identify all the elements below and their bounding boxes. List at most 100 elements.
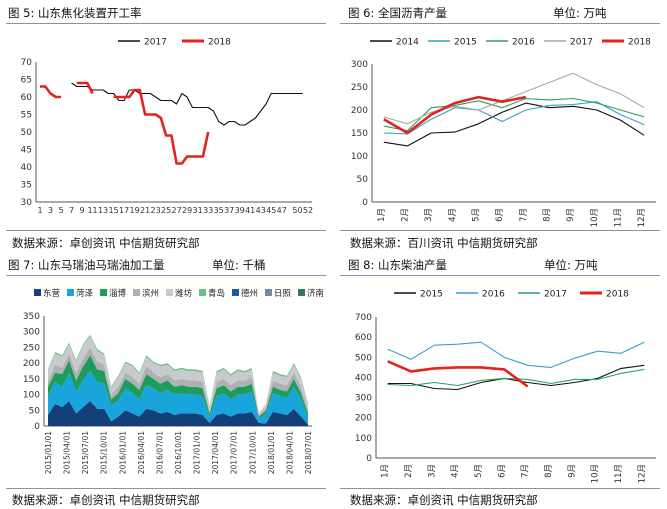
- x-tick-label: 11月: [614, 208, 624, 227]
- x-tick-label: 50: [292, 206, 302, 215]
- x-tick-label: 13: [98, 206, 108, 215]
- y-tick-label: 0: [362, 198, 368, 208]
- legend-swatch: [133, 289, 140, 296]
- legend-swatch: [298, 289, 305, 296]
- x-tick-label: 2017/07/01: [230, 431, 239, 474]
- y-tick-label: 100: [351, 152, 368, 162]
- y-tick-label: 35: [21, 181, 32, 191]
- x-tick-label: 3月: [424, 208, 434, 222]
- y-tick-label: 30: [21, 198, 33, 208]
- x-tick-label: 7月: [519, 208, 529, 222]
- x-tick-label: 2016/01/01: [118, 431, 127, 474]
- series-line-2016: [387, 341, 645, 368]
- legend-swatch: [67, 289, 74, 296]
- series-line-2015: [383, 101, 645, 135]
- x-tick-label: 10月: [591, 464, 601, 483]
- legend-label: 2018: [606, 290, 629, 300]
- x-tick-label: 1月: [381, 464, 391, 478]
- y-tick-label: 100: [23, 391, 40, 401]
- x-tick-label: 2017/04/01: [211, 431, 220, 474]
- x-tick-label: 17: [119, 206, 129, 215]
- x-tick-label: 39: [235, 206, 245, 215]
- x-tick-label: 12月: [637, 208, 647, 227]
- x-tick-label: 2016/07/01: [155, 431, 164, 474]
- legend-swatch: [166, 289, 173, 296]
- x-tick-label: 19: [129, 206, 139, 215]
- chart-unit: 单位: 万吨: [553, 6, 607, 20]
- y-tick-label: 50: [29, 406, 41, 416]
- chart-unit: 单位: 千桶: [212, 258, 266, 272]
- x-tick-label: 5月: [474, 464, 484, 478]
- x-tick-label: 35: [214, 206, 224, 215]
- y-tick-label: 150: [351, 129, 368, 139]
- y-tick-label: 300: [355, 394, 372, 404]
- x-tick-label: 1月: [377, 208, 387, 222]
- area-淄博: [48, 355, 308, 419]
- legend-label: 2017: [544, 290, 567, 300]
- legend-swatch: [199, 289, 206, 296]
- legend-swatch: [232, 289, 239, 296]
- x-tick-label: 43: [256, 206, 266, 215]
- x-tick-label: 2月: [401, 208, 411, 222]
- x-tick-label: 5月: [472, 208, 482, 222]
- y-tick-label: 700: [355, 313, 372, 323]
- chart-title: 图 8: 山东柴油产量: [348, 258, 448, 272]
- source-rule: [6, 488, 326, 489]
- x-tick-label: 9月: [567, 464, 577, 478]
- legend-label: 东营: [43, 288, 60, 299]
- x-tick-label: 2018/07/01: [304, 431, 313, 474]
- area-菏泽: [48, 371, 308, 425]
- y-tick-label: 0: [366, 454, 372, 464]
- x-tick-label: 3: [48, 206, 53, 215]
- chart-title: 图 7: 山东马瑞油马瑞油加工量: [8, 258, 165, 272]
- x-tick-label: 6月: [495, 208, 505, 222]
- chart-title: 图 5: 山东焦化装置开工率: [8, 6, 142, 20]
- legend-label: 淄博: [109, 288, 127, 299]
- x-tick-label: 25: [161, 206, 171, 215]
- y-tick-label: 60: [21, 93, 33, 103]
- x-tick-label: 2015/07/01: [81, 431, 90, 474]
- area-潍坊: [48, 336, 308, 415]
- x-tick-label: 8月: [543, 208, 553, 222]
- series-line-2018: [387, 360, 529, 388]
- chart-fig6: 0 50 100 150 200 250 300 1月 2月 3月 4月 5月 6月 7月 8月 9月 10月 1…: [351, 38, 656, 227]
- x-tick-label: 2017/10/01: [248, 431, 257, 474]
- source-rule: [340, 230, 660, 231]
- y-tick-label: 0: [34, 422, 40, 432]
- x-tick-label: 5: [58, 206, 63, 215]
- x-tick-label: 4月: [448, 208, 458, 222]
- legend-label: 菏泽: [76, 288, 94, 299]
- title-rule: [6, 23, 326, 24]
- area-滨州: [48, 347, 308, 417]
- x-tick-label: 11月: [614, 464, 624, 483]
- x-tick-label: 9月: [566, 208, 576, 222]
- x-tick-label: 4月: [451, 464, 461, 478]
- y-tick-label: 40: [21, 163, 33, 173]
- legend-label: 2015: [420, 290, 443, 300]
- y-tick-label: 65: [21, 76, 32, 86]
- title-rule: [340, 23, 660, 24]
- x-tick-label: 9: [79, 206, 84, 215]
- series-line-2016: [383, 97, 645, 132]
- x-tick-label: 8月: [544, 464, 554, 478]
- x-tick-label: 15: [108, 206, 118, 215]
- chart-source: 数据来源：百川资讯 中信期货研究部: [350, 236, 538, 250]
- legend-label: 2018: [208, 38, 231, 48]
- y-tick-label: 500: [355, 353, 372, 363]
- x-tick-label: 23: [151, 206, 161, 215]
- x-tick-label: 37: [224, 206, 234, 215]
- y-tick-label: 200: [355, 414, 372, 424]
- chart-title: 图 6: 全国沥青产量: [348, 6, 448, 20]
- y-tick-label: 200: [351, 106, 368, 116]
- series-line-2018: [40, 81, 210, 165]
- x-tick-label: 2016/04/01: [137, 431, 146, 474]
- legend-label: 2014: [396, 38, 419, 48]
- chart-source: 数据来源：卓创资讯 中信期货研究部: [350, 493, 538, 507]
- legend-label: 青岛: [208, 288, 225, 299]
- chart-fig8: 0 100 200 300 400 500 600 700 1月 2月 3月 4月 5月 6月 7月 8月 9月…: [355, 290, 656, 483]
- x-tick-label: 2017/01/01: [193, 431, 202, 474]
- legend-swatch: [265, 289, 272, 296]
- x-tick-label: 2015/10/01: [100, 431, 109, 474]
- x-tick-label: 7月: [521, 464, 531, 478]
- x-tick-label: 2018/04/01: [285, 431, 294, 474]
